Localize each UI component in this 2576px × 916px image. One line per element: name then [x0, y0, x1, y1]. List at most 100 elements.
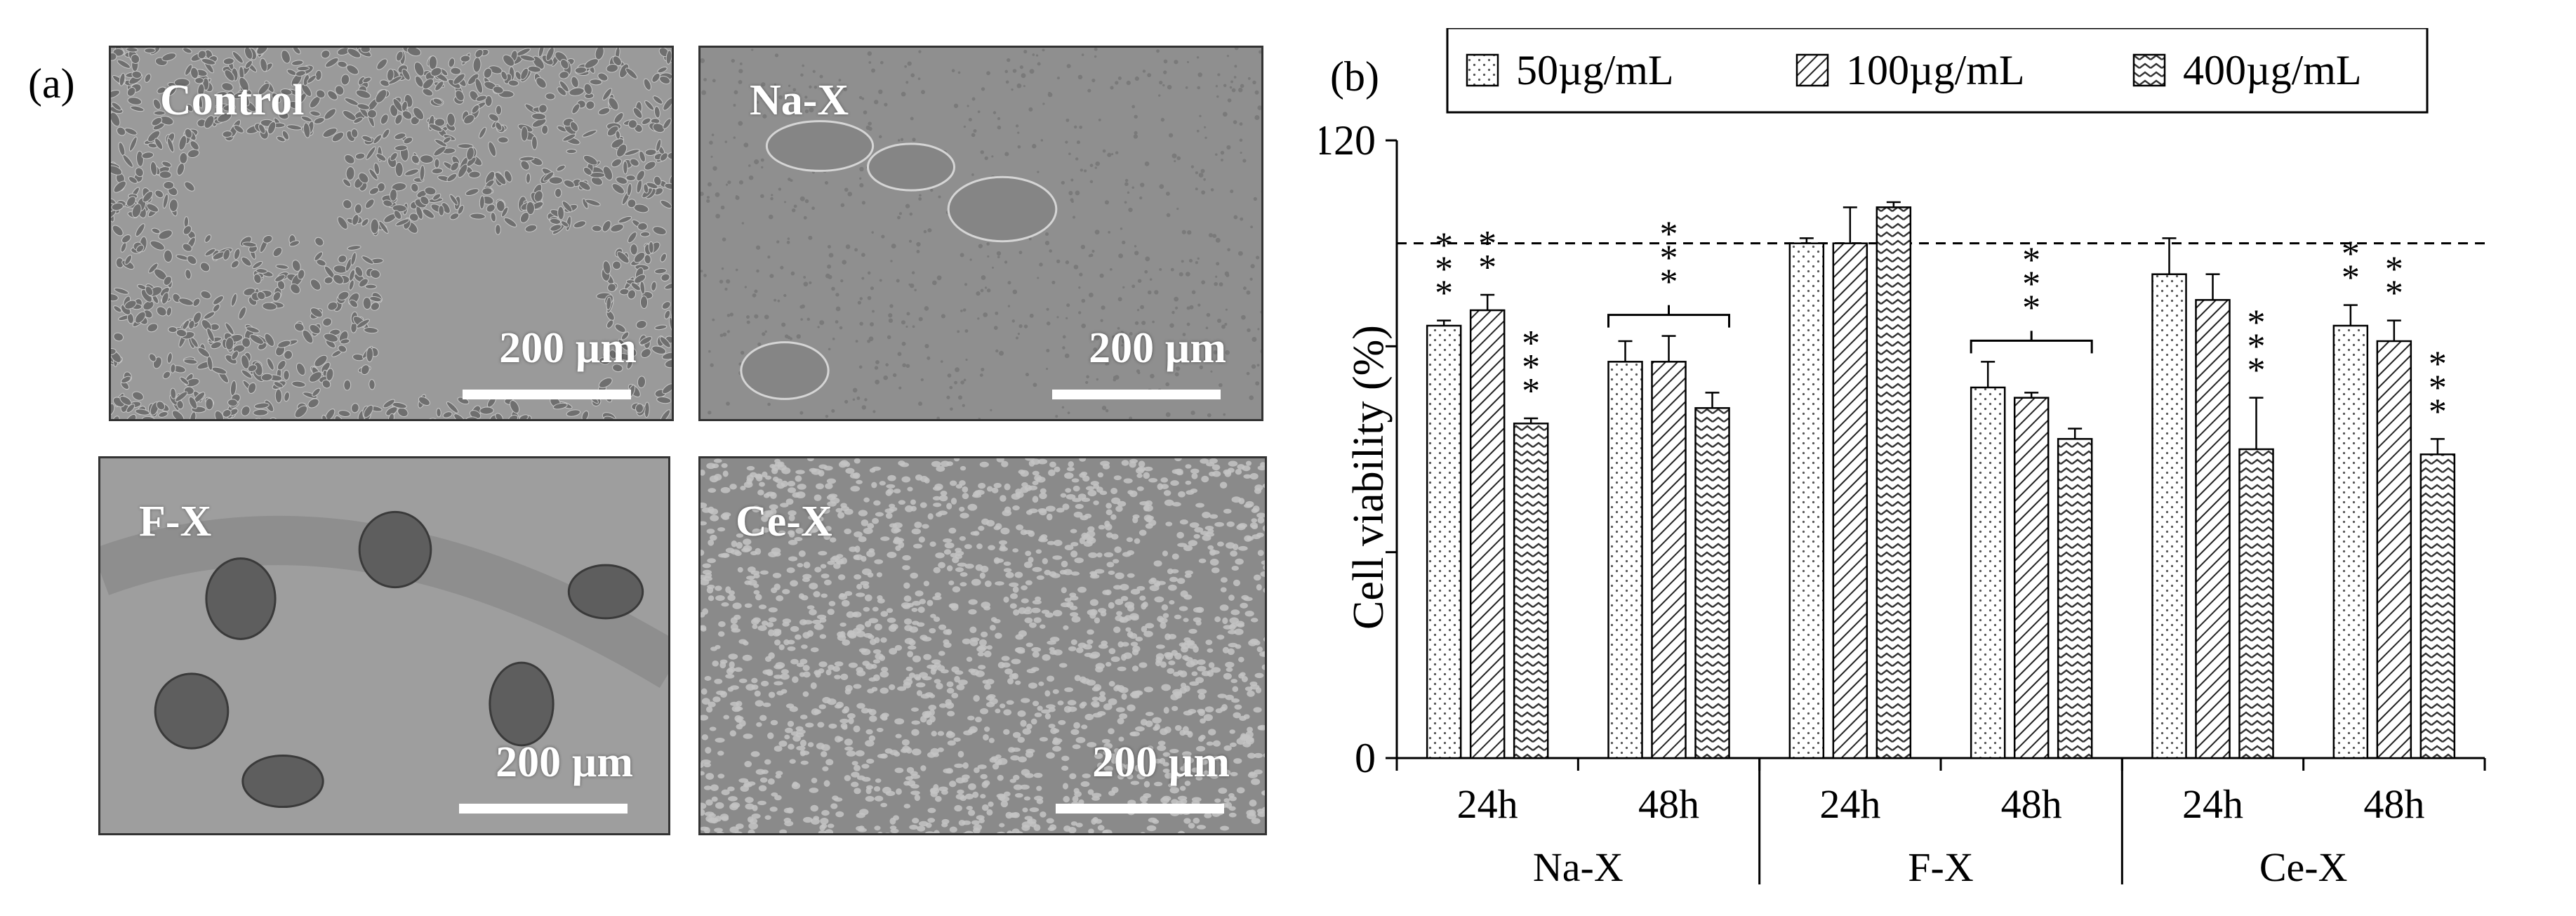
cell-shape [1100, 460, 1110, 466]
cell-shape [1252, 534, 1261, 540]
cell-shape [1228, 595, 1235, 601]
cell-shape [1115, 615, 1123, 622]
cell-shape [1070, 550, 1078, 558]
cell-shape [611, 183, 625, 194]
cell-speck [1242, 159, 1247, 163]
cell-speck [1227, 248, 1230, 252]
cell-shape [434, 118, 446, 127]
cell-shape [1072, 744, 1081, 750]
cell-shape [348, 279, 354, 291]
cell-shape [1171, 502, 1181, 507]
cell-shape [350, 252, 357, 266]
cell-shape [858, 510, 868, 517]
cell-shape [1227, 467, 1235, 473]
cell-shape [1070, 729, 1080, 736]
cell-shape [959, 506, 965, 512]
cell-shape [940, 490, 948, 496]
cell-shape [959, 536, 967, 541]
cell-shape [129, 136, 138, 152]
cell-shape [470, 213, 486, 220]
cell-shape [401, 68, 411, 81]
cell-speck [726, 314, 731, 317]
cell-shape [927, 818, 936, 823]
cell-speck [1111, 152, 1114, 156]
cell-shape [1143, 505, 1150, 512]
cell-speck [1181, 260, 1184, 263]
significance-marker: * [1660, 239, 1678, 279]
cell-shape [770, 491, 777, 499]
cell-shape [766, 671, 774, 677]
cell-speck [1046, 307, 1049, 311]
cell-shape [585, 199, 601, 206]
cell-shape [1079, 537, 1085, 545]
cell-shape [197, 93, 204, 109]
cell-speck [1259, 50, 1261, 54]
cell-speck [861, 253, 865, 257]
cell-shape [1152, 717, 1162, 724]
cell-speck [891, 244, 896, 249]
cell-shape [926, 719, 933, 726]
cell-shape [1077, 586, 1087, 593]
cell-shape [787, 720, 795, 727]
cell-speck [1214, 281, 1218, 286]
micrograph-ce-x: Ce-X 200 µm [698, 456, 1267, 835]
significance-marker: * [2248, 351, 2266, 391]
cell-shape [1247, 690, 1255, 697]
cell-shape [725, 586, 731, 594]
cell-shape [792, 676, 799, 684]
cell-shape [784, 734, 790, 740]
cell-shape [1083, 540, 1093, 547]
cell-shape [661, 301, 671, 310]
cell-speck [1256, 364, 1260, 367]
significance-marker: * [1660, 215, 1678, 255]
cell-shape [1017, 710, 1026, 717]
cell-speck [1239, 122, 1243, 126]
cell-shape [394, 145, 408, 152]
cell-speck [977, 317, 980, 320]
cell-shape [161, 161, 172, 168]
cell-shape [1127, 573, 1135, 578]
cell-speck [969, 258, 972, 261]
cell-speck [1100, 319, 1103, 322]
cell-shape [1146, 825, 1157, 832]
cell-speck [1073, 125, 1077, 129]
cell-shape [370, 269, 381, 279]
cell-shape [1007, 830, 1013, 833]
cell-speck [1210, 188, 1214, 192]
cell-shape [370, 302, 380, 311]
cell-shape [886, 608, 894, 613]
cell-shape [401, 100, 408, 112]
cell-shape [503, 217, 517, 227]
cell-speck [858, 365, 863, 369]
cell-shape [851, 761, 858, 766]
cell-shape [1259, 651, 1265, 657]
cell-shape [908, 672, 916, 678]
cell-shape [135, 244, 145, 253]
cell-shape [1134, 538, 1141, 544]
cell-speck [1147, 73, 1152, 77]
cell-shape [1235, 558, 1244, 565]
cell-speck [1056, 316, 1059, 319]
cell-speck [1206, 312, 1211, 317]
cell-shape [705, 706, 713, 713]
cell-shape [858, 536, 867, 543]
cell-shape [1162, 768, 1170, 774]
cell-speck [1055, 415, 1058, 418]
cell-shape [709, 726, 717, 731]
cell-shape [1022, 728, 1032, 735]
cell-shape [1240, 733, 1247, 740]
cell-shape [1097, 472, 1104, 478]
cell-speck [1080, 244, 1086, 250]
cell-speck [735, 268, 738, 272]
cell-speck [1257, 105, 1261, 110]
cell-shape [736, 533, 744, 538]
cell-shape [951, 692, 959, 698]
cell-shape [854, 574, 862, 580]
cell-shape [701, 521, 708, 526]
cell-shape [1241, 595, 1249, 600]
cell-shape [708, 488, 717, 493]
cell-speck [1105, 409, 1109, 413]
cell-shape [450, 161, 460, 171]
cell-shape [850, 486, 861, 492]
cell-shape [701, 627, 707, 632]
